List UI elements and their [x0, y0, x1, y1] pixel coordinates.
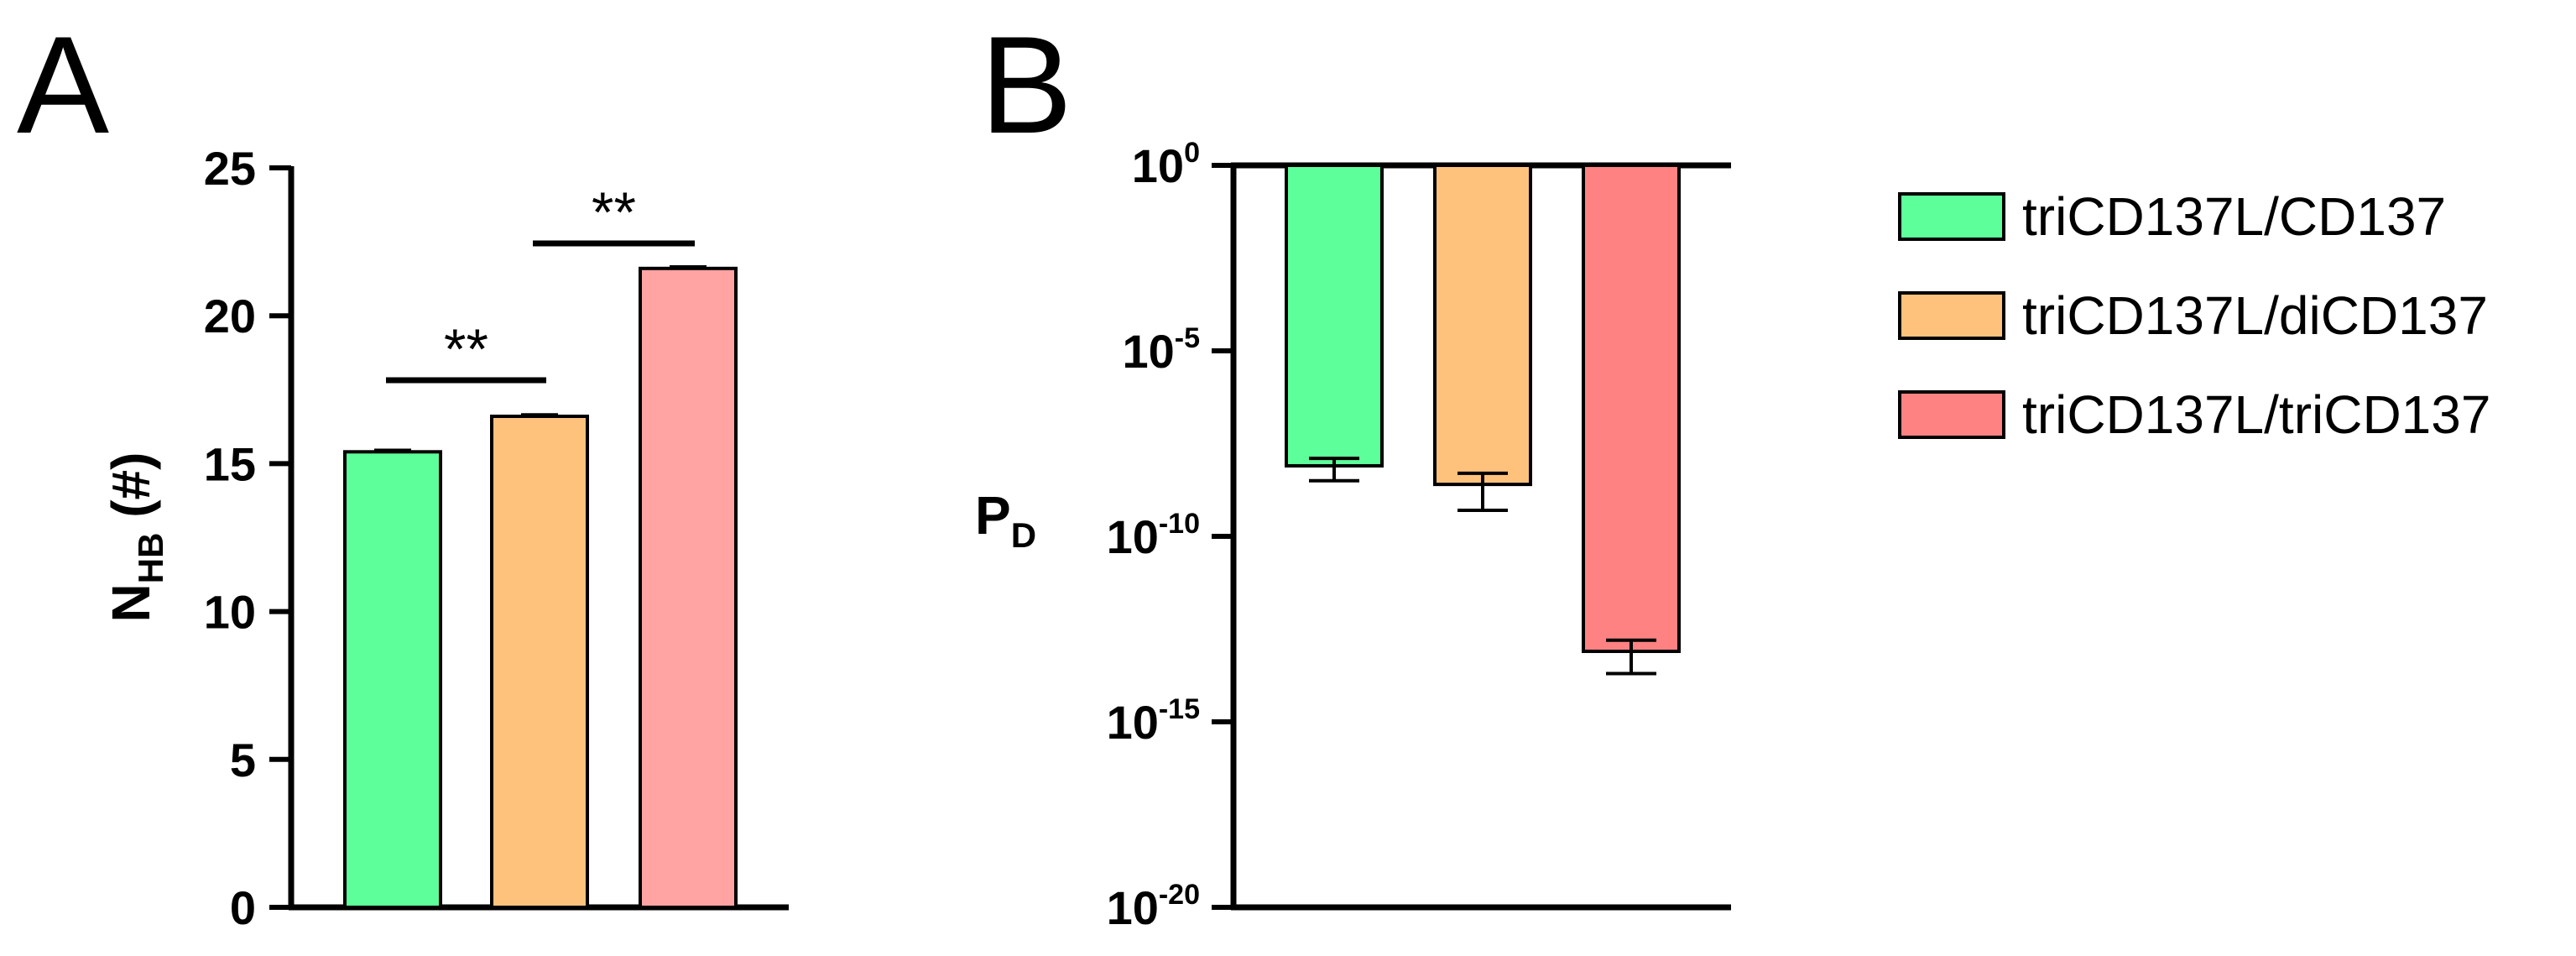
- chart-a: 0 5 10 15 20 25 ** ** NHB (#): [101, 142, 789, 934]
- y-axis-label-a: NHB (#): [101, 452, 170, 623]
- legend-swatch-3: [1898, 390, 2005, 439]
- y-tick-label-b: 100: [1132, 137, 1200, 192]
- y-tick-label-a: 0: [230, 881, 256, 934]
- panel-a-letter: A: [17, 8, 109, 162]
- significance-label-2: **: [592, 180, 636, 244]
- y-tick-label-a: 10: [204, 586, 256, 639]
- y-tick-label-a: 25: [204, 142, 256, 195]
- legend-label-2: triCD137L/diCD137: [2022, 285, 2488, 346]
- y-tick-label-b: 10-20: [1107, 879, 1200, 934]
- legend-swatch-2: [1898, 291, 2005, 340]
- bar-a-3: [639, 266, 738, 910]
- chart-b: 100 10-5 10-10 10-15 10-20 PD: [975, 137, 1731, 934]
- y-tick-label-a: 15: [204, 437, 256, 490]
- legend: triCD137L/CD137 triCD137L/diCD137 triCD137…: [1898, 186, 2490, 445]
- bar-b-1: [1285, 164, 1384, 468]
- y-tick-label-b: 10-15: [1107, 693, 1200, 749]
- y-tick-label-b: 10-5: [1122, 322, 1200, 378]
- legend-swatch-1: [1898, 192, 2005, 241]
- legend-label-3: triCD137L/triCD137: [2022, 384, 2490, 445]
- legend-label-1: triCD137L/CD137: [2022, 186, 2446, 247]
- y-tick-label-a: 20: [204, 290, 256, 342]
- significance-label-1: **: [444, 317, 488, 381]
- bar-a-1: [343, 450, 442, 909]
- y-axis-label-b: PD: [975, 485, 1036, 555]
- bar-b-2: [1433, 164, 1532, 487]
- y-tick-label-a: 5: [230, 734, 256, 786]
- bar-b-3: [1582, 164, 1681, 654]
- bar-a-2: [490, 415, 589, 909]
- y-tick-label-b: 10-10: [1107, 508, 1200, 563]
- panel-b-letter: B: [980, 8, 1072, 162]
